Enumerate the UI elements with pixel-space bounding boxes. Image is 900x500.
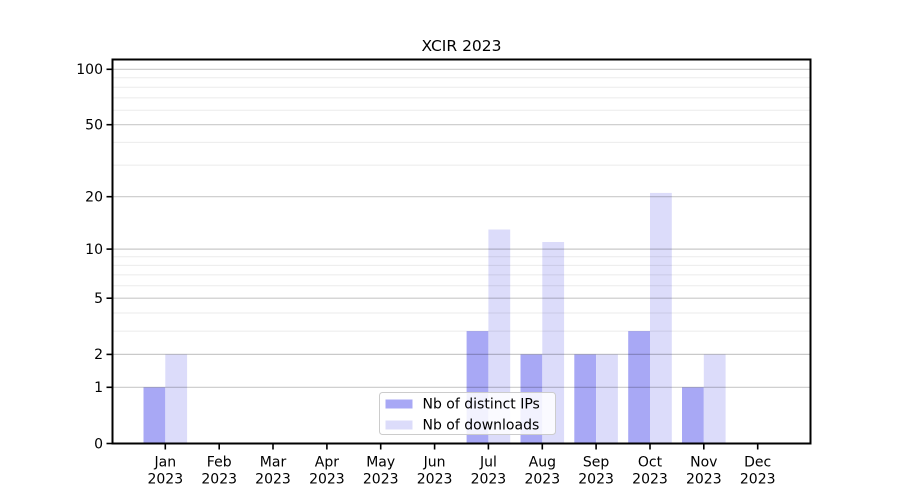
x-tick-label-year-feb: 2023 [201,472,237,488]
x-tick-label-year-jun: 2023 [417,472,453,488]
x-tick-label-year-jan: 2023 [147,472,183,488]
plot-border [111,58,812,445]
y-tick-label-10: 10 [85,242,103,258]
x-tick-label-month-jun: Jun [423,455,446,471]
bar-sep-downloads [596,354,618,444]
bar-jan-distinct-ips [143,387,166,444]
x-tick-label-month-jan: Jan [154,455,177,471]
legend-label-distinct-ips: Nb of distinct IPs [423,397,540,413]
bar-nov-distinct-ips [682,387,704,444]
y-tick-label-50: 50 [85,118,103,134]
x-tick-label-year-mar: 2023 [255,472,291,488]
y-tick-label-2: 2 [94,347,103,363]
x-tick-label-month-dec: Dec [744,455,771,471]
x-tick-label-month-may: May [366,455,395,471]
axes-layer: 0125102050100Jan2023Feb2023Mar2023Apr202… [76,62,775,487]
legend-swatch-downloads [385,420,413,430]
x-tick-label-month-sep: Sep [583,455,610,471]
bars-layer [143,192,726,444]
bar-oct-downloads [650,192,672,444]
x-tick-label-month-oct: Oct [638,455,663,471]
x-tick-label-year-sep: 2023 [578,472,614,488]
x-tick-label-year-jul: 2023 [471,472,507,488]
x-tick-label-year-may: 2023 [363,472,399,488]
x-tick-label-month-mar: Mar [260,455,287,471]
x-tick-label-month-feb: Feb [207,455,232,471]
bar-oct-distinct-ips [628,331,650,444]
y-tick-label-0: 0 [94,436,103,452]
chart-title: XCIR 2023 [421,37,501,55]
x-tick-label-year-apr: 2023 [309,472,345,488]
x-tick-label-year-nov: 2023 [686,472,722,488]
y-tick-label-100: 100 [76,62,103,78]
x-tick-label-year-aug: 2023 [524,472,560,488]
legend-label-downloads: Nb of downloads [423,418,540,434]
x-tick-label-month-jul: Jul [479,455,497,471]
bar-sep-distinct-ips [574,354,597,444]
x-tick-label-year-dec: 2023 [740,472,776,488]
bar-nov-downloads [703,354,726,444]
y-tick-label-20: 20 [85,190,103,206]
y-tick-label-5: 5 [94,291,103,307]
bar-jan-downloads [165,354,188,444]
legend: Nb of distinct IPs Nb of downloads [379,392,556,435]
grid-layer [113,68,810,388]
bar-jul-downloads [488,229,511,444]
legend-box [379,392,556,435]
y-tick-label-1: 1 [94,380,103,396]
x-tick-label-month-nov: Nov [690,455,717,471]
x-tick-label-month-apr: Apr [315,455,339,471]
legend-swatch-distinct-ips [385,399,413,409]
x-tick-label-month-aug: Aug [529,455,556,471]
x-tick-label-year-oct: 2023 [632,472,668,488]
